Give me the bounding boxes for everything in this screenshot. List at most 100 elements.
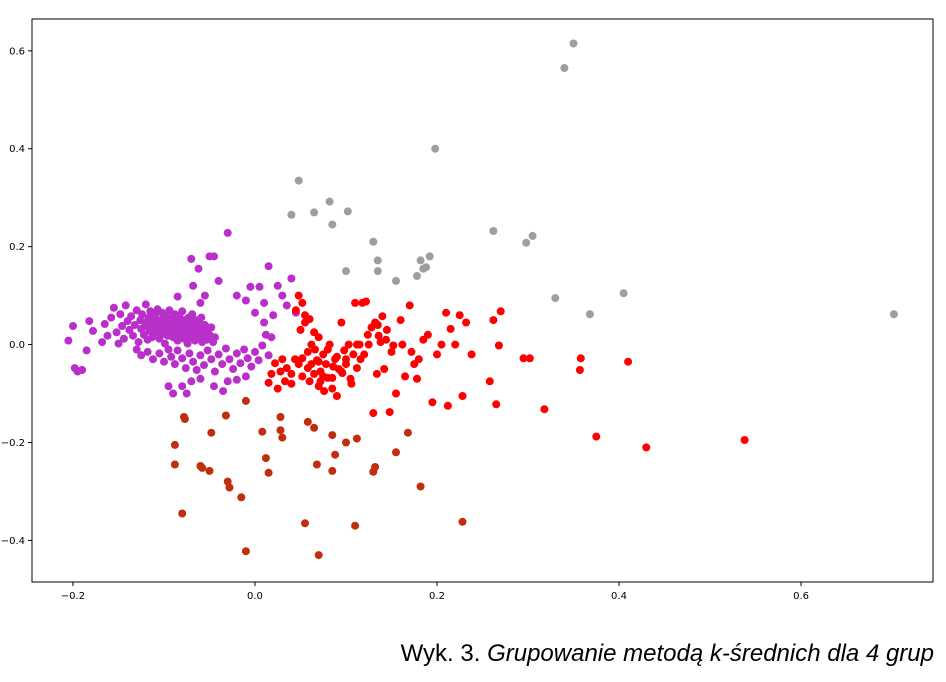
data-point xyxy=(181,364,190,373)
data-point xyxy=(314,333,323,342)
data-point xyxy=(188,310,197,319)
data-point xyxy=(425,252,434,261)
data-point xyxy=(178,509,187,518)
data-point xyxy=(264,378,273,387)
x-tick-label: −0.2 xyxy=(61,591,85,602)
data-point xyxy=(223,228,232,237)
data-point xyxy=(78,366,87,374)
data-point xyxy=(260,318,269,327)
data-point xyxy=(364,340,373,349)
data-point xyxy=(232,375,241,384)
data-point xyxy=(374,331,383,340)
y-tick-label: −0.2 xyxy=(1,438,25,449)
data-point xyxy=(232,291,241,300)
data-point xyxy=(180,415,189,423)
data-point xyxy=(112,328,121,337)
data-point xyxy=(69,322,77,330)
data-point xyxy=(264,262,273,271)
data-point xyxy=(301,519,309,528)
data-point xyxy=(433,350,441,359)
data-point xyxy=(382,335,390,344)
data-point xyxy=(342,267,350,276)
data-point xyxy=(207,428,216,437)
data-point xyxy=(221,344,230,353)
data-point xyxy=(282,301,291,310)
data-point xyxy=(396,316,405,325)
data-point xyxy=(373,256,382,265)
data-point xyxy=(298,372,307,381)
data-point xyxy=(178,307,187,316)
data-point xyxy=(311,345,319,354)
data-point xyxy=(294,176,303,185)
data-point xyxy=(129,331,137,340)
data-point xyxy=(229,365,238,373)
data-point xyxy=(569,39,578,48)
data-point xyxy=(305,315,314,324)
data-point xyxy=(132,345,141,354)
data-point xyxy=(575,366,584,374)
data-point xyxy=(889,310,898,319)
data-point xyxy=(522,238,531,247)
data-point xyxy=(323,373,332,382)
data-point xyxy=(197,313,206,322)
data-point xyxy=(352,364,361,373)
data-point xyxy=(89,326,97,335)
data-point xyxy=(352,340,361,349)
data-point xyxy=(342,360,350,369)
data-point xyxy=(125,325,134,334)
data-point xyxy=(278,291,287,300)
data-point xyxy=(118,322,127,330)
data-point xyxy=(273,281,282,290)
data-point xyxy=(160,339,169,348)
x-tick-label: 0.2 xyxy=(429,591,445,602)
data-point xyxy=(413,272,421,280)
data-point xyxy=(329,362,338,371)
caption-prefix: Wyk. 3. xyxy=(400,640,488,667)
data-point xyxy=(261,454,270,463)
data-point xyxy=(382,325,391,334)
data-point xyxy=(241,372,250,381)
data-point xyxy=(170,360,179,369)
data-point xyxy=(282,364,291,373)
data-point xyxy=(494,341,503,350)
x-tick-label: 0.4 xyxy=(611,591,627,602)
data-point xyxy=(173,292,182,301)
data-point xyxy=(331,450,340,459)
data-point xyxy=(251,347,259,356)
data-point xyxy=(196,374,205,383)
data-point xyxy=(442,308,451,317)
data-point xyxy=(200,291,209,300)
data-point xyxy=(264,351,273,360)
data-point xyxy=(378,312,387,321)
data-point xyxy=(422,263,431,272)
data-point xyxy=(258,341,267,350)
data-point xyxy=(392,389,400,398)
data-point xyxy=(223,377,232,386)
data-point xyxy=(237,493,246,502)
data-point xyxy=(187,254,196,263)
data-point xyxy=(437,340,446,349)
data-point xyxy=(271,359,279,368)
data-point xyxy=(196,351,205,360)
data-point xyxy=(291,355,299,364)
data-point xyxy=(413,374,421,383)
data-point xyxy=(109,303,118,312)
data-point xyxy=(489,316,498,325)
y-tick-label: −0.4 xyxy=(1,536,25,547)
data-point xyxy=(619,289,628,298)
data-point xyxy=(82,346,91,355)
data-point xyxy=(332,352,341,361)
data-point xyxy=(189,357,198,366)
data-point xyxy=(328,466,337,475)
data-point xyxy=(219,387,228,396)
data-point xyxy=(287,210,296,219)
data-point xyxy=(349,350,358,359)
data-point xyxy=(369,237,378,246)
data-point xyxy=(344,340,353,349)
data-point xyxy=(178,382,187,391)
y-tick-label: 0.2 xyxy=(9,242,25,253)
data-point xyxy=(114,339,123,348)
data-point xyxy=(294,291,303,300)
data-point xyxy=(264,468,273,477)
data-point xyxy=(273,384,282,393)
